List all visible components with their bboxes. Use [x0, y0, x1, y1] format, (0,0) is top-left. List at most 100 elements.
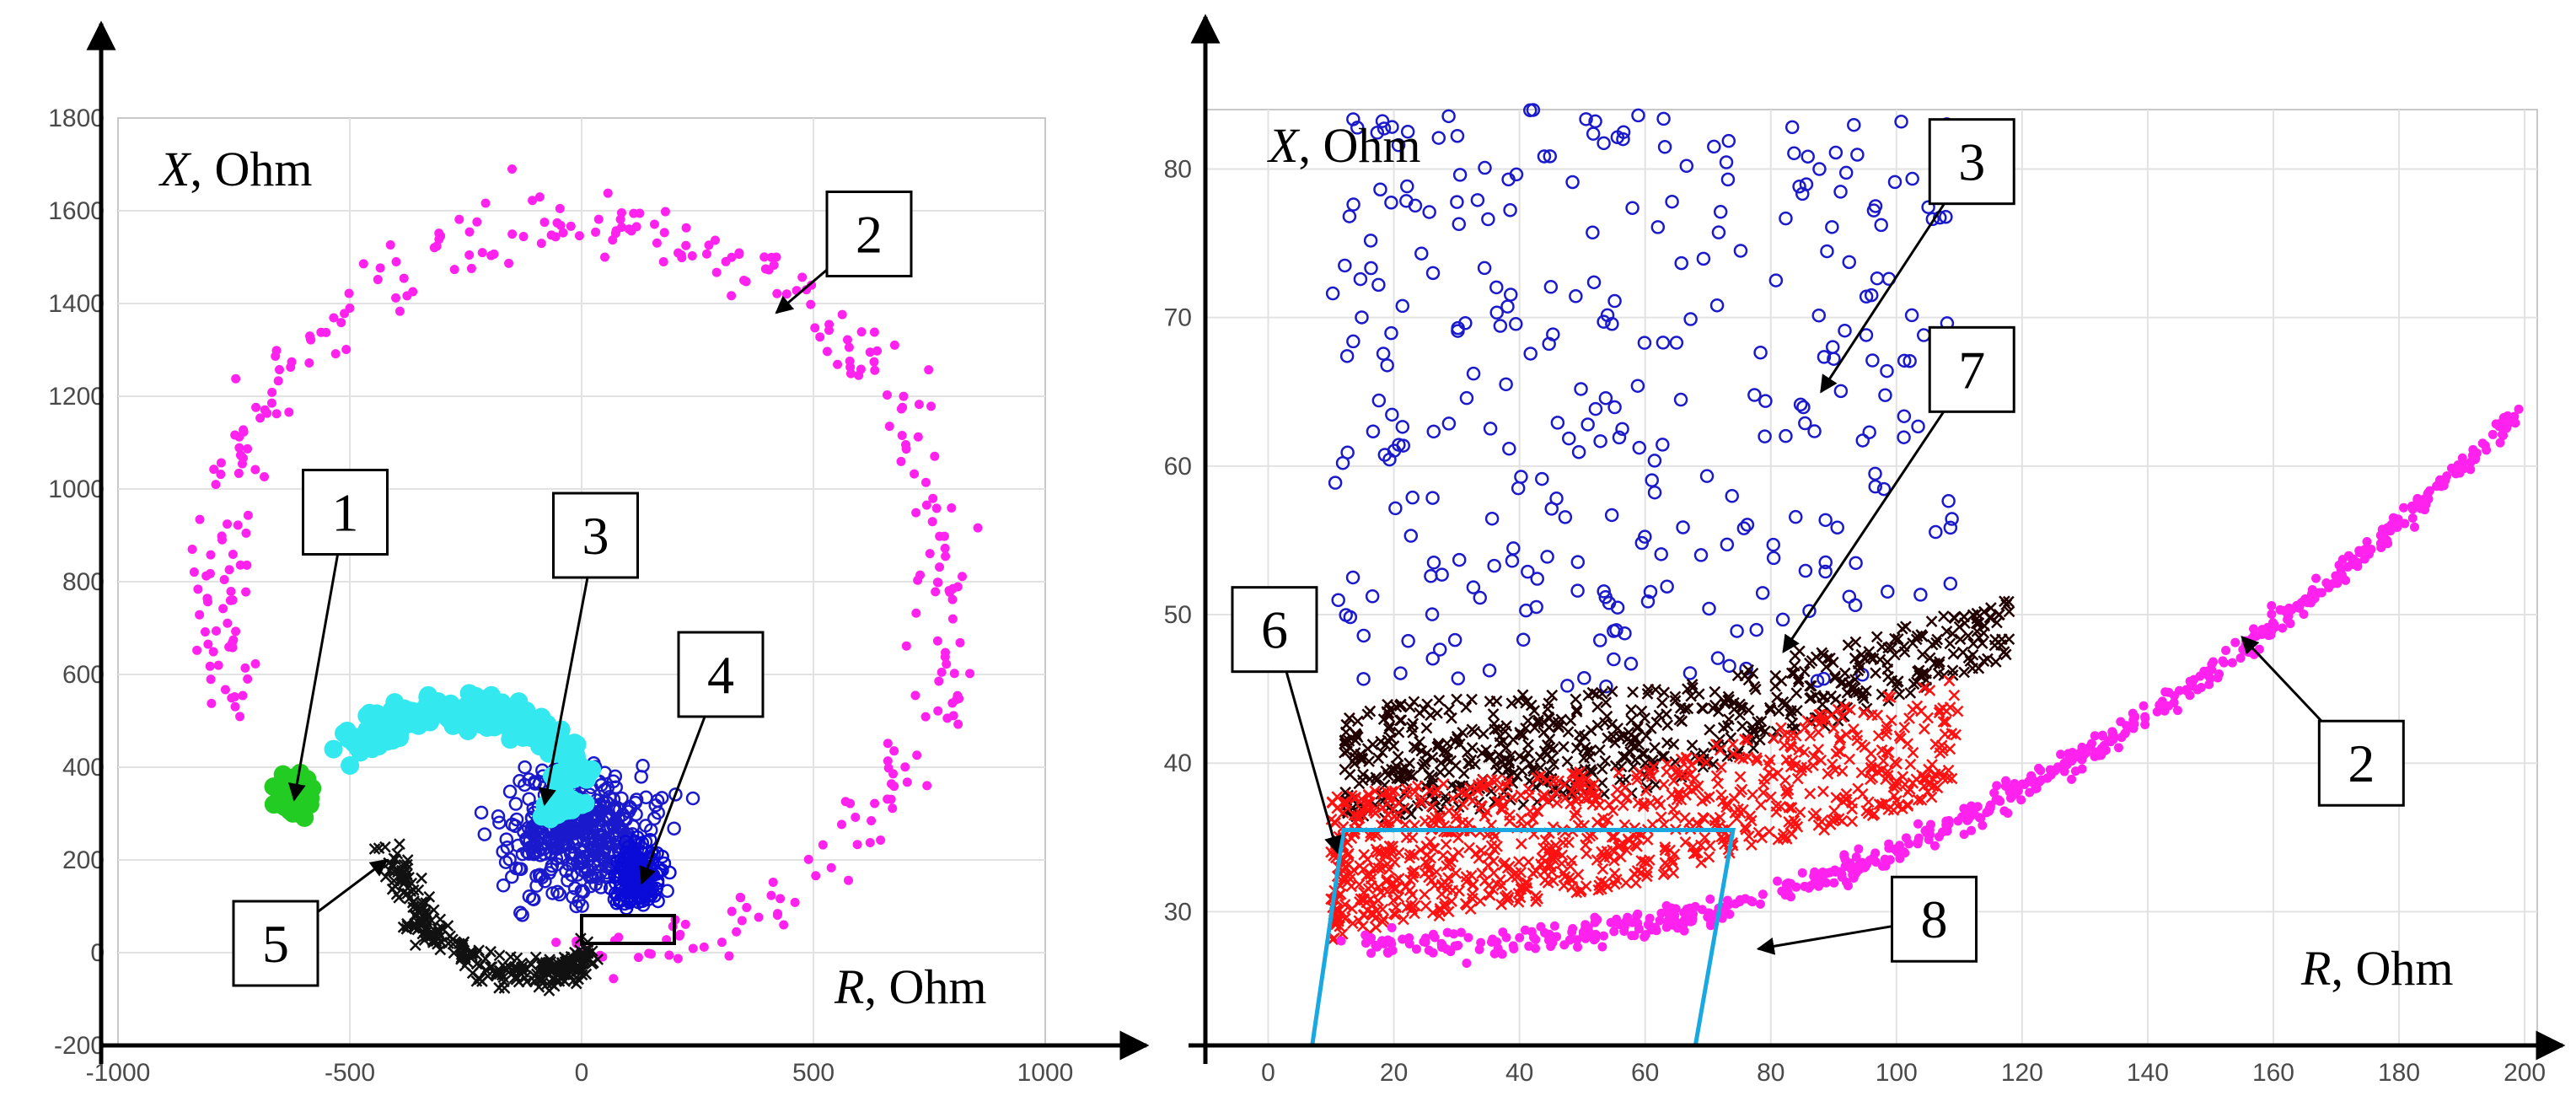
data-point	[2362, 537, 2372, 547]
data-point	[1710, 739, 1722, 750]
data-point	[1492, 723, 1505, 735]
data-point	[1530, 572, 1544, 586]
data-point	[1357, 909, 1370, 921]
data-point	[869, 357, 879, 367]
data-point	[1588, 401, 1603, 416]
data-point	[1385, 407, 1399, 422]
data-point	[1747, 788, 1759, 801]
data-point	[1838, 165, 1854, 180]
data-point	[1940, 705, 1953, 717]
data-point	[385, 693, 405, 712]
data-point	[1976, 637, 1988, 649]
data-point	[1658, 686, 1671, 699]
data-point	[1915, 794, 1928, 806]
data-point	[649, 881, 663, 896]
data-point	[1369, 807, 1382, 819]
data-point	[2164, 687, 2174, 697]
callout-label: 2	[856, 205, 883, 265]
data-point	[882, 390, 892, 400]
data-point	[1939, 209, 1953, 224]
data-point	[267, 387, 277, 397]
data-point	[1564, 935, 1575, 945]
data-point	[1512, 896, 1525, 908]
data-point	[942, 659, 952, 669]
data-point	[1641, 687, 1654, 700]
data-point	[1565, 175, 1580, 190]
data-point	[229, 692, 239, 702]
data-point	[1495, 803, 1507, 814]
data-point	[1742, 830, 1755, 842]
data-point	[1692, 780, 1704, 792]
data-point	[409, 939, 421, 951]
data-point	[1669, 690, 1682, 703]
data-point	[1866, 203, 1881, 218]
data-point	[1940, 625, 1953, 637]
data-point	[1693, 753, 1705, 766]
data-point	[561, 959, 572, 971]
data-point	[1490, 774, 1503, 787]
data-point	[567, 881, 582, 895]
data-point	[224, 565, 234, 575]
data-point	[1515, 789, 1527, 802]
data-point	[1570, 806, 1583, 819]
data-point	[1470, 847, 1482, 860]
y-tick-label: 70	[1164, 304, 1192, 332]
data-point	[1962, 652, 1975, 664]
data-point	[1892, 633, 1904, 645]
data-point	[1793, 744, 1806, 756]
data-point	[1629, 931, 1640, 941]
data-point	[1387, 922, 1397, 932]
data-point	[508, 819, 523, 834]
data-point	[1942, 826, 1952, 836]
data-point	[1842, 639, 1854, 652]
data-point	[1833, 744, 1845, 757]
data-point	[501, 730, 520, 749]
data-point	[737, 916, 747, 926]
data-point	[1876, 798, 1888, 811]
data-point	[1658, 750, 1671, 762]
data-point	[2204, 680, 2214, 690]
data-point	[1807, 750, 1820, 762]
data-point	[389, 853, 401, 866]
data-point	[1356, 753, 1369, 766]
data-point	[1865, 353, 1880, 368]
data-point	[1600, 308, 1615, 323]
data-point	[1946, 669, 1959, 681]
data-point	[824, 325, 835, 336]
data-point	[932, 578, 942, 588]
data-point	[2399, 502, 2409, 513]
data-point	[1597, 584, 1611, 599]
data-point	[1506, 541, 1521, 556]
data-point	[1627, 686, 1639, 698]
data-point	[655, 791, 669, 805]
data-point	[1436, 888, 1448, 900]
data-point	[250, 658, 260, 669]
data-point	[1815, 754, 1827, 766]
data-point	[187, 545, 197, 555]
x-tick-label: 100	[1876, 1059, 1918, 1087]
data-point	[1452, 831, 1464, 844]
data-point	[1918, 681, 1930, 694]
data-point	[2263, 631, 2273, 641]
data-point	[1591, 816, 1603, 829]
data-point	[1846, 815, 1859, 828]
data-point	[2487, 429, 2498, 439]
data-point	[271, 409, 282, 419]
data-point	[534, 870, 550, 885]
data-point	[432, 938, 443, 950]
data-point	[541, 966, 554, 979]
data-point	[1884, 839, 1894, 849]
data-point	[1672, 763, 1685, 776]
data-point	[1663, 916, 1673, 926]
data-point	[1898, 722, 1911, 733]
data-point	[1446, 792, 1459, 804]
data-point	[1619, 926, 1629, 936]
data-point	[1710, 770, 1723, 782]
data-point	[931, 503, 942, 513]
data-point	[1342, 209, 1357, 223]
data-point	[1859, 328, 1874, 342]
data-point	[516, 964, 528, 975]
data-point	[520, 845, 534, 859]
data-point	[2366, 545, 2376, 555]
data-point	[255, 413, 266, 423]
